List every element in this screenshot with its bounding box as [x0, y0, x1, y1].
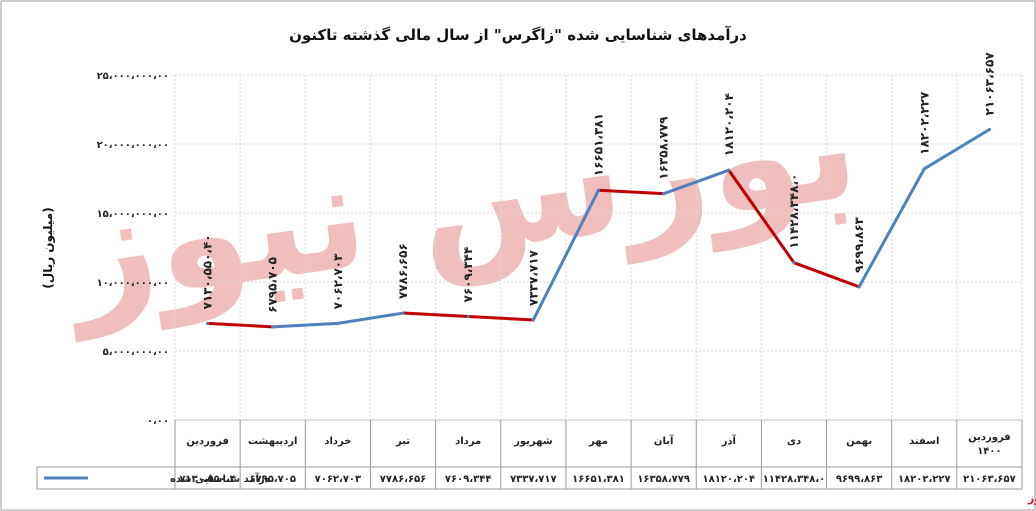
brand-label: بورس نیوز	[1027, 492, 1036, 505]
y-axis-label: (میلیون ریال)	[41, 207, 56, 288]
data-label: ۷۱۳۰،۵۵۰،۴۰	[201, 234, 215, 309]
series-segment-increase	[531, 188, 600, 322]
data-table-cell: ۷۶۰۹،۳۴۴	[445, 474, 492, 485]
x-tick-label: اردیبهشت	[248, 436, 298, 447]
grid: ۰،۰۰ ۵،۰۰۰،۰۰۰،۰۰ ۱۰،۰۰۰،۰۰۰،۰۰ ۱۵،۰۰۰،۰۰۰،…	[97, 71, 1023, 457]
series-segment-decrease	[466, 315, 535, 322]
series-point	[922, 167, 926, 171]
data-label: ۷۶۰۹،۳۴۴	[461, 247, 475, 303]
data-label: ۶۷۹۵،۷۰۵	[266, 257, 280, 313]
y-tick-label: ۲۵،۰۰۰،۰۰۰،۰۰	[97, 71, 169, 82]
x-tick-label: فروردین	[186, 436, 229, 447]
y-tick-label: ۲۰،۰۰۰،۰۰۰،۰۰	[97, 140, 169, 151]
data-label: ۱۸۲۰۲،۲۲۷	[917, 91, 931, 155]
data-table-cell: ۷۰۶۲،۷۰۳	[315, 474, 362, 485]
data-labels: ۷۱۳۰،۵۵۰،۴۰ ۶۷۹۵،۷۰۵ ۷۰۶۲،۷۰۳ ۷۷۸۶،۶۵۶ ۷۶۰۹،…	[201, 52, 997, 313]
y-tick-label: ۵،۰۰۰،۰۰۰،۰۰	[103, 347, 169, 358]
x-tick-label: بهمن	[846, 436, 872, 447]
series	[206, 128, 991, 329]
series-segment-decrease	[792, 261, 861, 289]
data-table-cell: ۲۱۰۶۳،۶۵۷	[963, 474, 1016, 485]
series-point	[466, 315, 470, 318]
data-label: ۱۶۶۵۱،۳۸۱	[592, 113, 606, 176]
data-label: ۷۷۸۶،۶۵۶	[396, 243, 410, 299]
series-segment-decrease	[727, 168, 796, 265]
x-tick-label: خرداد	[324, 436, 351, 447]
series-segment-increase	[336, 311, 405, 325]
data-label: ۱۱۴۲۸،۳۴۸،۰	[787, 174, 801, 249]
data-table-cell: ۱۶۳۵۸،۷۷۹	[637, 474, 690, 485]
data-table-cell: ۱۱۴۲۸،۳۴۸،۰	[763, 474, 826, 485]
series-segment-increase	[922, 128, 991, 171]
series-segment-increase	[271, 321, 340, 329]
data-label: ۹۶۹۹،۸۶۳	[852, 216, 866, 273]
data-label: ۱۶۳۵۸،۷۷۹	[657, 116, 671, 180]
series-point	[271, 325, 275, 329]
series-point	[531, 318, 535, 322]
data-table-cell: ۹۶۹۹،۸۶۳	[836, 474, 883, 485]
data-label: ۷۰۶۲،۷۰۳	[331, 253, 345, 310]
series-segment-increase	[857, 167, 926, 289]
x-tick-label: آبان	[654, 434, 674, 447]
series-point	[792, 261, 796, 265]
data-table-cell: ۷۳۳۷،۷۱۷	[510, 474, 557, 485]
series-segment-increase	[662, 168, 731, 196]
x-tick-label-line2: ۱۴۰۰	[977, 446, 1001, 457]
x-tick-label: فروردین	[968, 432, 1011, 443]
x-tick-label: اسفند	[909, 436, 939, 447]
data-label: ۲۱۰۶۳،۶۵۷	[982, 52, 996, 116]
series-point	[336, 321, 340, 325]
series-point	[401, 311, 405, 315]
series-segment-decrease	[401, 311, 470, 318]
series-point	[727, 168, 731, 172]
series-point	[987, 128, 991, 132]
data-table-cell: ۱۶۶۵۱،۳۸۱	[572, 474, 625, 485]
data-table-cell: ۱۸۲۰۲،۲۲۷	[898, 474, 951, 485]
data-table-cell: ۱۸۱۲۰،۲۰۴	[702, 474, 755, 485]
data-label: ۱۸۱۲۰،۲۰۴	[722, 93, 736, 156]
x-tick-label: مهر	[588, 436, 608, 447]
y-tick-label: ۱۵،۰۰۰،۰۰۰،۰۰	[97, 209, 169, 220]
series-point	[597, 188, 600, 192]
chart-title: درآمدهای شناسایی شده "زاگرس" از سال مالی…	[289, 26, 747, 44]
series-point	[206, 321, 210, 325]
series-segment-decrease	[206, 321, 275, 329]
data-table-cell: ۶۷۹۵،۷۰۵	[249, 474, 296, 485]
y-tick-label: ۰،۰۰	[147, 416, 169, 427]
x-tick-label: مرداد	[455, 436, 481, 447]
x-tick-label: تیر	[395, 436, 410, 447]
series-segment-decrease	[597, 188, 666, 196]
y-tick-label: ۱۰،۰۰۰،۰۰۰،۰۰	[97, 278, 169, 289]
x-tick-label: آذر	[721, 434, 737, 447]
x-tick-label: دی	[787, 436, 801, 447]
data-label: ۷۳۳۷،۷۱۷	[526, 249, 540, 306]
data-table-cell: ۷۱۳۰،۵۵۰،۴	[179, 474, 235, 485]
data-table-cell: ۷۷۸۶،۶۵۶	[380, 474, 427, 485]
series-point	[662, 192, 666, 196]
x-tick-label: شهریور	[513, 436, 553, 447]
legend-series-name: درآمد شناسایی شده	[170, 472, 270, 485]
series-point	[857, 285, 861, 289]
